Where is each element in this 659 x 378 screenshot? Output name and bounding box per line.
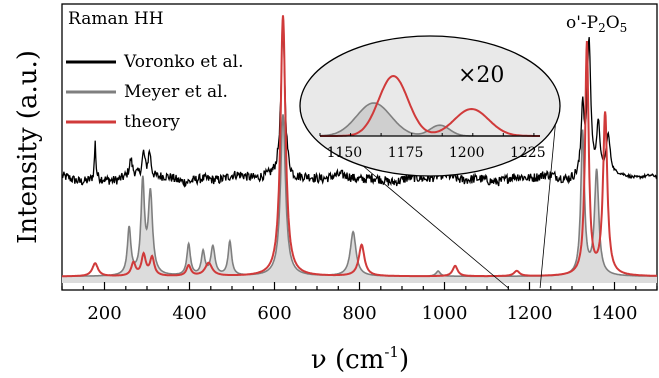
x-tick-label: 800 [342,303,376,324]
plot-area: 200 400 600 800 1000 1200 1400 [61,3,658,324]
inset-tick-label: 1150 [327,145,363,161]
inset-background [299,35,561,177]
x-tick-label: 1200 [507,303,553,324]
inset-tick-label: 1200 [449,145,485,161]
series-voronko-line [61,30,658,188]
x-axis-label-main: ν (cm [311,345,384,375]
inset-ticks: 1150 1175 1200 1225 [319,133,546,161]
inset-theory-line [320,74,540,137]
series-theory-line [62,15,657,278]
inset-magnification: ×20 [458,63,504,88]
legend-label-meyer: Meyer et al. [124,82,228,102]
series-meyer-fill [62,114,657,284]
x-tick-label: 1400 [592,303,638,324]
x-tick-label: 200 [87,303,121,324]
x-axis-label-sup: -1 [384,343,399,361]
legend-label-theory: theory [124,112,180,132]
zoom-line-left [349,154,509,289]
inset-tick-label: 1225 [510,145,546,161]
inset-zoom-lines [349,117,557,289]
x-tick-label: 400 [172,303,206,324]
x-tick-label: 1000 [422,303,468,324]
x-tick-label: 600 [257,303,291,324]
legend-title: Raman HH [68,9,164,29]
series-layer [61,15,658,284]
compound-annotation-prefix: o'-P [566,13,598,33]
inset-meyer-fill [320,103,540,136]
compound-annotation-o: O [606,13,620,33]
x-axis-label-close: ) [399,345,409,375]
compound-annotation: o'-P2O5 [566,13,627,35]
compound-annotation-sub5: 5 [620,21,628,35]
legend: Raman HH Voronko et al. Meyer et al. the… [66,9,243,132]
y-axis-label: Intensity (a.u.) [13,50,43,244]
zoom-line-right [539,117,557,289]
legend-label-voronko: Voronko et al. [123,52,243,72]
x-axis-label: ν (cm-1) [311,343,409,375]
x-ticks: 200 400 600 800 1000 1200 1400 [61,282,658,324]
inset-ellipse: 1150 1175 1200 1225 ×20 [299,35,561,177]
compound-annotation-sub2: 2 [598,21,606,35]
inset-tick-label: 1175 [388,145,424,161]
